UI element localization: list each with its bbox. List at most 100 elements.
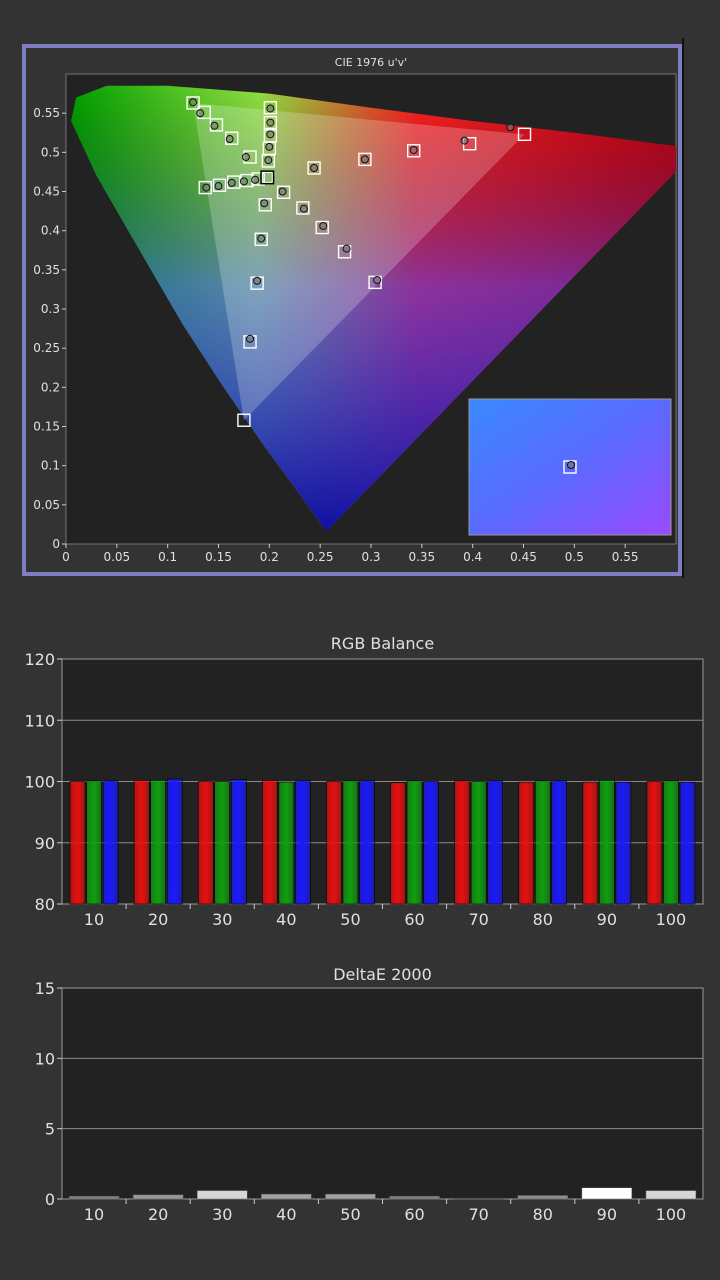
target-marker: [263, 115, 278, 130]
y-tick-label: 0.45: [33, 185, 60, 199]
x-tick-label: 60: [404, 1205, 424, 1224]
x-tick-label: 60: [404, 910, 424, 929]
bar: [487, 780, 503, 905]
bar: [615, 781, 632, 905]
y-tick-label: 110: [24, 711, 55, 730]
y-tick-label: 0: [45, 1190, 55, 1209]
x-tick-label: 0.15: [205, 550, 232, 564]
bar: [359, 780, 375, 905]
y-tick-label: 120: [24, 650, 55, 669]
chart-title: DeltaE 2000: [333, 965, 432, 984]
target-marker: [258, 198, 272, 212]
x-tick-label: 0.2: [260, 550, 279, 564]
measured-point: [257, 234, 266, 243]
x-tick-label: 0.1: [158, 550, 177, 564]
x-tick-label: 80: [533, 1205, 553, 1224]
white-point-marker-inner: [261, 171, 273, 183]
target-marker: [198, 180, 212, 195]
y-tick-label: 0.2: [41, 380, 60, 394]
x-tick-label: 20: [148, 1205, 168, 1224]
measured-point: [373, 276, 382, 285]
x-tick-label: 90: [597, 910, 617, 929]
y-tick-label: 80: [35, 895, 55, 914]
measured-point: [319, 221, 328, 230]
x-tick-label: 0.5: [565, 550, 584, 564]
x-tick-label: 0: [62, 550, 70, 564]
bar: [166, 778, 183, 905]
bar: [470, 781, 487, 905]
bar: [102, 780, 119, 905]
measured-point: [214, 182, 223, 191]
target-marker: [263, 100, 278, 115]
bar: [389, 1195, 440, 1200]
chart-title: RGB Balance: [331, 634, 434, 653]
target-marker: [315, 220, 329, 235]
cie-chart: CIE 1976 u'v' 0 0.05 0.1 0.15 0.2 0.25 0.3 0.35 0…: [33, 56, 677, 564]
inset-target-marker: [563, 460, 577, 474]
y-tick-label: 100: [24, 773, 55, 792]
measured-point: [299, 204, 308, 213]
bar: [69, 781, 86, 905]
spectral-locus-shade: [71, 85, 676, 532]
cie-chart-panel: CIE 1976 u'v' 0 0.05 0.1 0.15 0.2 0.25 0.3 0.35 0…: [22, 44, 682, 576]
x-tick-label: 0.25: [307, 550, 334, 564]
target-marker: [209, 118, 224, 132]
x-tick-label: 100: [656, 910, 687, 929]
y-tick-label: 0.25: [33, 341, 60, 355]
target-marker: [358, 152, 372, 167]
bar: [262, 779, 278, 905]
x-tick-label: 80: [533, 910, 553, 929]
bar: [278, 781, 295, 905]
target-marker: [517, 127, 532, 142]
bar: [582, 781, 599, 905]
x-tick-label: 10: [84, 910, 104, 929]
chart-title: CIE 1976 u'v': [335, 56, 407, 69]
y-tick-label: 0.35: [33, 263, 60, 277]
x-tick-label: 50: [340, 1205, 360, 1224]
rgb-balance-chart: RGB Balance 80 90 100 110 120 10 20 30 40 50 60 70 80…: [24, 634, 704, 929]
measured-point: [246, 334, 255, 343]
measured-point: [251, 175, 260, 184]
bar: [197, 1190, 248, 1200]
y-tick-label: 0: [52, 537, 60, 551]
bar: [133, 779, 150, 905]
bar: [390, 782, 406, 905]
measured-point: [253, 276, 262, 285]
measured-point: [227, 178, 236, 187]
inset-measured-point: [567, 461, 575, 469]
measured-point: [260, 199, 269, 208]
bar: [454, 780, 470, 905]
bar: [646, 781, 663, 905]
x-tick-label: 0.3: [361, 550, 380, 564]
x-tick-label: 0.4: [463, 550, 482, 564]
measured-point: [409, 145, 418, 154]
deltae-chart: DeltaE 2000 0 5 10 15 10 20 30 40 50 60 70 80 90 100: [35, 965, 704, 1224]
x-tick-label: 70: [468, 1205, 488, 1224]
white-point-marker: [260, 170, 275, 185]
x-tick-label: 40: [276, 910, 296, 929]
bar: [551, 780, 568, 905]
y-tick-label: 0.15: [33, 420, 60, 434]
measured-point: [225, 135, 234, 144]
bar: [599, 779, 615, 905]
bar: [679, 781, 696, 905]
bar: [295, 780, 311, 905]
bar: [423, 781, 439, 905]
bar: [68, 1195, 120, 1200]
bar: [406, 780, 423, 905]
x-tick-label: 0.05: [103, 550, 130, 564]
bar: [150, 779, 166, 905]
measured-point: [266, 118, 275, 127]
bar: [645, 1190, 697, 1200]
measured-point: [278, 187, 287, 196]
bar: [517, 1195, 568, 1200]
target-marker: [276, 185, 291, 199]
x-tick-label: 10: [84, 1205, 104, 1224]
deltae-panel: DeltaE 2000 0 5 10 15 10 20 30 40 50 60 70 80 90 100: [0, 955, 720, 1245]
x-tick-label: 0.45: [510, 550, 537, 564]
measured-point: [460, 136, 469, 145]
x-tick-label: 100: [656, 1205, 687, 1224]
bar: [518, 781, 535, 905]
target-marker: [296, 201, 310, 215]
bar: [261, 1193, 312, 1200]
